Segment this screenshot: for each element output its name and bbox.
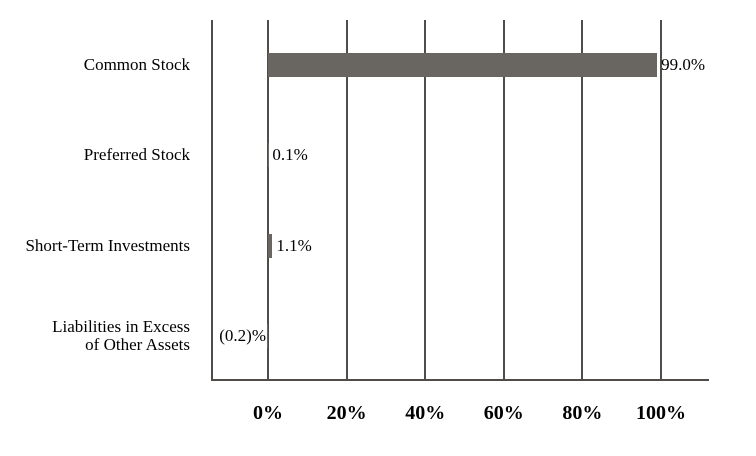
x-tick-label: 80% bbox=[562, 402, 603, 424]
bar-short-term-investments bbox=[268, 233, 273, 258]
x-tick-label: 60% bbox=[483, 402, 524, 424]
value-label: (0.2)% bbox=[219, 325, 266, 345]
x-tick-label: 0% bbox=[253, 402, 283, 424]
value-label: 0.1% bbox=[272, 145, 308, 165]
category-label: Liabilities in Excess of Other Assets bbox=[52, 316, 190, 354]
category-label: Preferred Stock bbox=[83, 145, 190, 165]
value-label: 99.0% bbox=[661, 55, 705, 75]
x-axis-line bbox=[211, 379, 709, 381]
gridline-100% bbox=[660, 20, 662, 381]
x-tick-label: 40% bbox=[405, 402, 446, 424]
gridline-80% bbox=[581, 20, 584, 381]
y-axis-line bbox=[211, 20, 213, 381]
x-tick-label: 100% bbox=[636, 402, 686, 424]
bar-common-stock bbox=[268, 53, 658, 78]
category-label: Common Stock bbox=[83, 55, 190, 75]
gridline-20% bbox=[345, 20, 348, 381]
bar-liabilities-in-excess bbox=[267, 323, 268, 348]
value-label: 1.1% bbox=[276, 235, 312, 255]
x-tick-label: 20% bbox=[326, 402, 367, 424]
gridline-0% bbox=[267, 20, 269, 381]
gridline-60% bbox=[502, 20, 505, 381]
gridline-40% bbox=[424, 20, 427, 381]
category-label: Short-Term Investments bbox=[25, 235, 190, 255]
